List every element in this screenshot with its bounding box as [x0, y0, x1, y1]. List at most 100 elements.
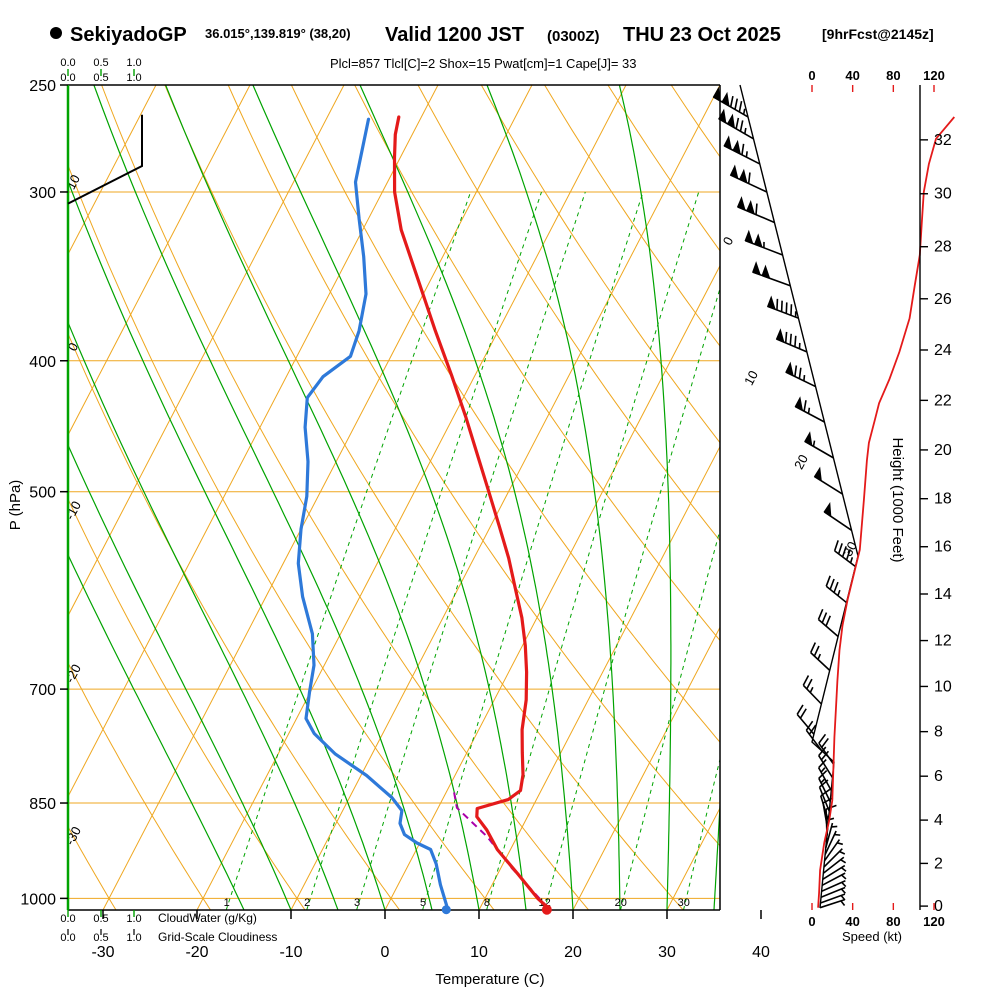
- barb-pennant: [813, 466, 822, 482]
- barb-half: [745, 151, 748, 158]
- cloudwater-scale-label-bottom: 0.0: [60, 913, 75, 925]
- wind-barb: [822, 856, 847, 874]
- barb-pennant: [775, 328, 785, 343]
- barb-half: [812, 440, 816, 447]
- barb-full: [813, 645, 820, 657]
- barb-half: [831, 825, 838, 828]
- height-tick-label: 26: [934, 291, 952, 308]
- barb-half: [839, 850, 846, 855]
- wind-barb: [818, 769, 831, 802]
- barb-full: [803, 400, 807, 412]
- barb-full: [755, 203, 758, 215]
- dry-adiabat-line: [544, 85, 720, 347]
- barb-full: [738, 100, 743, 113]
- barb-full: [809, 642, 817, 653]
- barb-pennant: [753, 233, 763, 248]
- barb-full: [799, 708, 807, 719]
- wind-barb: [819, 898, 846, 909]
- barb-pennant: [721, 91, 730, 107]
- pressure-tick-label: 500: [29, 485, 56, 502]
- cloudwater-scale-label-top: 0.5: [93, 57, 108, 69]
- barb-staff: [824, 830, 837, 855]
- wind-barb: [823, 502, 853, 531]
- barb-full: [789, 333, 792, 345]
- mixing-ratio-label: 30: [678, 897, 690, 909]
- isotherm-line: [572, 626, 720, 910]
- barb-full: [837, 543, 843, 555]
- barb-pennant: [744, 229, 754, 245]
- cloudiness-profile-line: [67, 114, 143, 205]
- temperature-tick-label: -30: [91, 944, 114, 961]
- mixing-ratio-label: 20: [615, 897, 627, 909]
- dry-adiabat-line: [354, 85, 720, 642]
- barb-pennant: [804, 431, 813, 447]
- wind-barb: [775, 328, 808, 353]
- barb-half: [849, 557, 854, 564]
- barb-pennant: [785, 361, 794, 377]
- barb-full: [729, 95, 734, 108]
- moist-adiabat-line: [486, 85, 621, 910]
- mixing-ratio-line: [306, 191, 542, 910]
- barb-half: [817, 653, 822, 660]
- dry-adiabat-line: [227, 85, 720, 847]
- barb-full: [833, 581, 839, 593]
- speed-profile-panel: [817, 116, 955, 908]
- barb-full: [833, 540, 839, 552]
- barb-staff: [820, 893, 846, 904]
- temperature-tick-label: 30: [658, 944, 676, 961]
- wind-barb: [817, 608, 839, 638]
- temperature-profile-line: [392, 115, 550, 910]
- barb-pennant: [712, 86, 721, 102]
- barb-full: [818, 746, 827, 757]
- dry-adiabat-line: [101, 85, 589, 910]
- barb-half: [809, 686, 814, 693]
- wind-barb: [729, 164, 768, 193]
- dry-adiabat-line: [68, 661, 211, 910]
- moist-adiabat-line: [713, 796, 720, 910]
- dry-adiabat-line: [734, 85, 1000, 910]
- barb-full: [794, 365, 798, 377]
- station-name: SekiyadoGP: [70, 24, 187, 46]
- barb-pennant: [794, 396, 804, 412]
- height-tick-label: 12: [934, 633, 952, 650]
- barb-full: [820, 788, 831, 797]
- height-tick-label: 0: [934, 898, 943, 915]
- temperature-tick-label: 10: [470, 944, 488, 961]
- speed-tick-label-bottom: 0: [808, 914, 815, 929]
- wind-barb-column: [712, 84, 859, 909]
- cloudiness-scale-label-bottom: 0.0: [60, 932, 75, 944]
- speed-tick-label-bottom: 120: [923, 914, 945, 929]
- moist-adiabat-line: [618, 85, 672, 910]
- barb-staff: [821, 879, 846, 893]
- moist-adiabat-line: [165, 85, 480, 910]
- temperature-tick-label: 0: [381, 944, 390, 961]
- barb-pennant: [736, 196, 746, 211]
- height-tick-label: 18: [934, 491, 952, 508]
- barb-staff: [821, 872, 846, 887]
- wind-speed-profile-line: [817, 116, 955, 908]
- barb-pennant: [746, 199, 755, 215]
- wind-barb: [802, 675, 822, 705]
- cloudiness-axis-title: Grid-Scale Cloudiness: [158, 930, 277, 944]
- height-tick-label: 20: [934, 442, 952, 459]
- valid-date: THU 23 Oct 2025: [623, 24, 781, 46]
- moist-adiabat-line: [68, 553, 245, 910]
- moist-adiabat-line: [68, 320, 339, 910]
- height-axis-title: Height (1000 Feet): [889, 437, 906, 562]
- speed-tick-label-top: 80: [886, 68, 900, 83]
- mixing-ratio-line: [543, 286, 720, 910]
- speed-tick-label-top: 40: [845, 68, 859, 83]
- barb-pennant: [723, 135, 732, 151]
- barb-half: [840, 888, 846, 894]
- barb-full: [739, 120, 744, 132]
- dry-adiabat-line: [164, 85, 684, 910]
- barb-full: [798, 367, 802, 379]
- height-tick-label: 6: [934, 768, 943, 785]
- barb-full: [822, 797, 834, 804]
- mixing-ratio-line: [620, 528, 720, 910]
- temperature-tick-label: 20: [564, 944, 582, 961]
- temperature-axis-title: Temperature (C): [435, 971, 544, 988]
- temperature-tick-label: 40: [752, 944, 770, 961]
